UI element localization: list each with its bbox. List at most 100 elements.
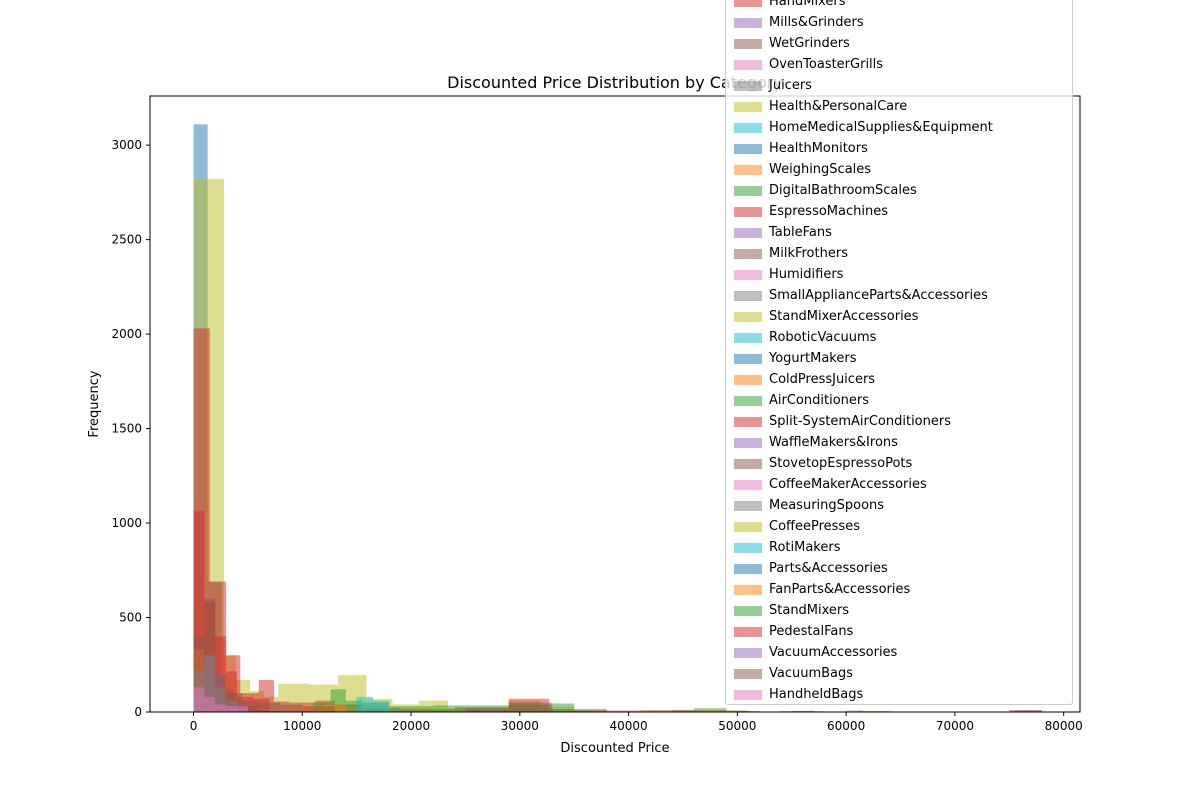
- legend-entry: DigitalBathroomScales: [734, 180, 917, 201]
- legend-swatch: [734, 38, 762, 49]
- legend-swatch: [734, 395, 762, 406]
- legend-entry: WaffleMakers&Irons: [734, 432, 898, 453]
- legend-label: AirConditioners: [769, 393, 870, 408]
- histogram-bar: [215, 704, 227, 712]
- legend: HandMixers Mills&Grinders WetGrinders OvenT…: [725, 0, 1073, 705]
- legend-swatch: [734, 185, 762, 196]
- legend-label: SmallApplianceParts&Accessories: [769, 288, 988, 303]
- legend-entry: HomeMedicalSupplies&Equipment: [734, 117, 993, 138]
- legend-swatch: [734, 458, 762, 469]
- histogram-bar: [226, 700, 238, 712]
- legend-label: WeighingScales: [769, 162, 872, 177]
- legend-label: DigitalBathroomScales: [769, 183, 917, 198]
- legend-swatch: [734, 227, 762, 238]
- legend-swatch: [734, 206, 762, 217]
- plot-frame: [149, 95, 1081, 713]
- histogram-bar: [280, 704, 303, 712]
- histogram-bar: [215, 636, 227, 712]
- y-tick-label: 2000: [111, 327, 142, 341]
- legend-entry: SmallApplianceParts&Accessories: [734, 285, 988, 306]
- legend-swatch: [734, 437, 762, 448]
- legend-entry: StandMixerAccessories: [734, 306, 918, 327]
- legend-label: Mills&Grinders: [769, 15, 864, 30]
- chart-title: Discounted Price Distribution by Categor…: [447, 73, 783, 92]
- x-tick-label: 0: [190, 719, 198, 733]
- legend-swatch: [734, 122, 762, 133]
- histogram-bar: [574, 710, 607, 712]
- legend-label: Juicers: [769, 78, 812, 93]
- legend-swatch: [734, 500, 762, 511]
- legend-swatch: [734, 521, 762, 532]
- legend-entry: PedestalFans: [734, 621, 853, 642]
- histogram-bar: [258, 702, 281, 712]
- histogram-bar: [389, 706, 433, 712]
- legend-entry: YogurtMakers: [734, 348, 856, 369]
- histogram-bar: [857, 710, 890, 712]
- legend-entry: OvenToasterGrills: [734, 54, 883, 75]
- histogram-bar: [226, 706, 248, 712]
- legend-entry: VacuumBags: [734, 663, 853, 684]
- legend-label: Split-SystemAirConditioners: [769, 414, 951, 429]
- histogram-bar: [846, 710, 863, 712]
- legend-swatch: [734, 290, 762, 301]
- legend-swatch: [734, 101, 762, 112]
- y-axis-ticks: 0 500 1000 1500 2000 2500 3000: [111, 138, 150, 719]
- legend-swatch: [734, 59, 762, 70]
- histogram-bar: [791, 710, 814, 712]
- legend-label: EspressoMachines: [769, 204, 888, 219]
- histogram-bar: [242, 700, 259, 712]
- legend-entry: HandMixers: [734, 0, 845, 12]
- x-tick-label: 60000: [827, 719, 865, 733]
- legend-entry: WetGrinders: [734, 33, 850, 54]
- legend-label: HealthMonitors: [769, 141, 868, 156]
- legend-swatch: [734, 353, 762, 364]
- histogram-bar: [193, 510, 205, 712]
- legend-entry: FanParts&Accessories: [734, 579, 910, 600]
- legend-label: WetGrinders: [769, 36, 850, 51]
- legend-entry: WeighingScales: [734, 159, 871, 180]
- legend-entry: Split-SystemAirConditioners: [734, 411, 951, 432]
- legend-label: YogurtMakers: [769, 351, 857, 366]
- histogram-bar: [226, 671, 238, 712]
- legend-entry: VacuumAccessories: [734, 642, 897, 663]
- legend-entry: CoffeePresses: [734, 516, 860, 537]
- legend-swatch: [734, 626, 762, 637]
- legend-entry: Juicers: [734, 75, 812, 96]
- legend-label: RoboticVacuums: [769, 330, 877, 345]
- x-tick-label: 80000: [1045, 719, 1083, 733]
- legend-label: StandMixerAccessories: [769, 309, 919, 324]
- y-tick-label: 2500: [111, 233, 142, 247]
- legend-label: Parts&Accessories: [769, 561, 888, 576]
- y-tick-label: 1500: [111, 422, 142, 436]
- legend-entry: MilkFrothers: [734, 243, 848, 264]
- histogram-bar: [302, 706, 335, 712]
- legend-entry: StandMixers: [734, 600, 849, 621]
- legend-swatch: [734, 248, 762, 259]
- histogram-bar: [1009, 710, 1042, 712]
- legend-label: MeasuringSpoons: [769, 498, 885, 513]
- x-tick-label: 70000: [936, 719, 974, 733]
- histogram-bar: [650, 710, 738, 712]
- legend-entry: CoffeeMakerAccessories: [734, 474, 927, 495]
- legend-label: TableFans: [769, 225, 832, 240]
- legend-label: RotiMakers: [769, 540, 841, 555]
- legend-label: Humidifiers: [769, 267, 844, 282]
- legend-label: OvenToasterGrills: [769, 57, 884, 72]
- legend-entry: Humidifiers: [734, 264, 843, 285]
- legend-swatch: [734, 311, 762, 322]
- histogram-bar: [465, 708, 509, 712]
- legend-label: HandheldBags: [769, 687, 864, 702]
- legend-swatch: [734, 542, 762, 553]
- x-tick-label: 30000: [501, 719, 539, 733]
- histogram-bar: [432, 705, 477, 712]
- legend-swatch: [734, 668, 762, 679]
- legend-label: CoffeePresses: [769, 519, 860, 534]
- x-tick-label: 40000: [610, 719, 648, 733]
- legend-swatch: [734, 479, 762, 490]
- legend-label: FanParts&Accessories: [769, 582, 911, 597]
- legend-swatch: [734, 416, 762, 427]
- histogram-bar: [215, 687, 227, 712]
- legend-label: WaffleMakers&Irons: [769, 435, 898, 450]
- legend-entry: Health&PersonalCare: [734, 96, 907, 117]
